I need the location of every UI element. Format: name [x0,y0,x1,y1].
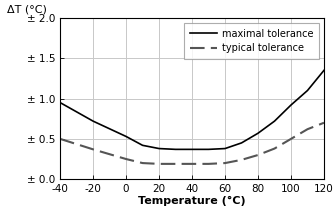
maximal tolerance [289,104,293,106]
typical tolerance [58,138,62,140]
maximal tolerance [157,147,161,150]
maximal tolerance [190,148,194,151]
maximal tolerance [91,120,95,123]
typical tolerance [124,158,128,160]
typical tolerance [256,154,260,156]
typical tolerance [141,162,145,164]
maximal tolerance [306,89,310,92]
typical tolerance [157,163,161,165]
Line: maximal tolerance: maximal tolerance [60,70,324,149]
typical tolerance [289,138,293,140]
maximal tolerance [206,148,210,151]
Line: typical tolerance: typical tolerance [60,123,324,164]
typical tolerance [206,163,210,165]
X-axis label: Temperature (°C): Temperature (°C) [138,196,246,206]
typical tolerance [273,147,277,150]
maximal tolerance [58,101,62,104]
maximal tolerance [256,132,260,135]
maximal tolerance [273,120,277,123]
Text: ΔT (°C): ΔT (°C) [7,5,47,15]
typical tolerance [91,148,95,151]
maximal tolerance [174,148,178,151]
typical tolerance [174,163,178,165]
maximal tolerance [223,147,227,150]
typical tolerance [306,128,310,131]
Legend: maximal tolerance, typical tolerance: maximal tolerance, typical tolerance [184,23,319,59]
typical tolerance [190,163,194,165]
typical tolerance [322,121,326,124]
maximal tolerance [141,144,145,147]
typical tolerance [239,159,243,161]
maximal tolerance [322,69,326,72]
typical tolerance [223,162,227,164]
maximal tolerance [239,142,243,144]
maximal tolerance [124,135,128,138]
